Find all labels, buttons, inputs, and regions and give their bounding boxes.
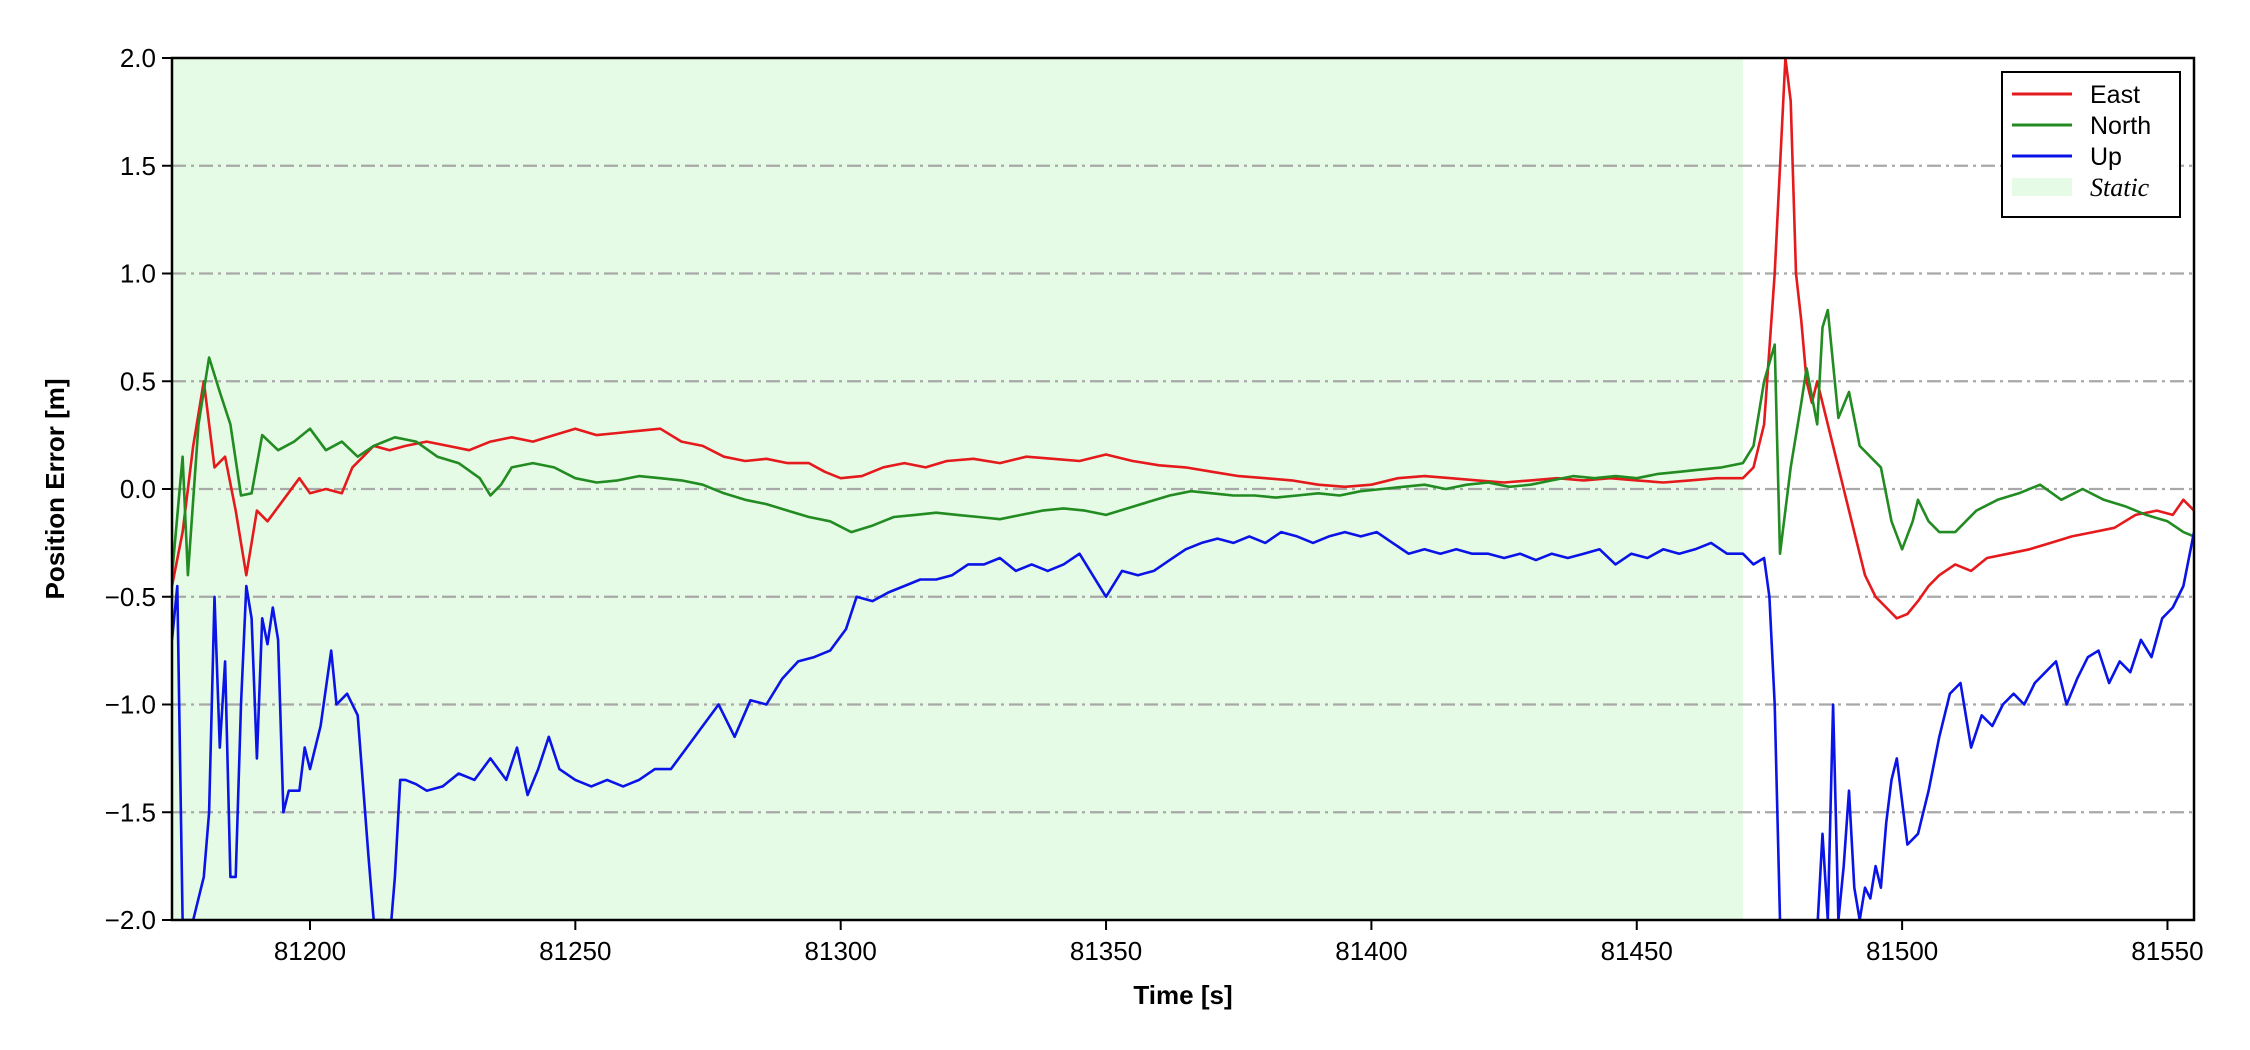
x-tick-label: 81350 bbox=[1070, 936, 1142, 966]
series-layer bbox=[172, 58, 2194, 920]
y-tick-label: 0.5 bbox=[120, 366, 156, 396]
y-tick-label: 1.0 bbox=[120, 259, 156, 289]
y-tick-label: 0.0 bbox=[120, 474, 156, 504]
x-axis-ticks: 81200 81250 81300 81350 81400 81450 81500 81550 bbox=[274, 920, 2204, 966]
x-tick-label: 81550 bbox=[2131, 936, 2203, 966]
series-line-north bbox=[172, 308, 2194, 577]
y-tick-label: 2.0 bbox=[120, 43, 156, 73]
y-tick-label: −1.5 bbox=[105, 797, 156, 827]
y-tick-label: −1.0 bbox=[105, 690, 156, 720]
x-tick-label: 81250 bbox=[539, 936, 611, 966]
legend-label-static: Static bbox=[2090, 173, 2150, 202]
x-axis-label: Time [s] bbox=[1133, 980, 1232, 1010]
legend-label-up: Up bbox=[2090, 143, 2122, 171]
series-line-east bbox=[172, 58, 2194, 620]
x-tick-label: 81500 bbox=[1866, 936, 1938, 966]
legend-label-north: North bbox=[2090, 112, 2151, 140]
series-line-up bbox=[172, 530, 2194, 920]
y-tick-label: 1.5 bbox=[120, 151, 156, 181]
x-tick-label: 81200 bbox=[274, 936, 346, 966]
grid-lines bbox=[172, 164, 2194, 814]
legend-label-east: East bbox=[2090, 81, 2140, 109]
x-tick-label: 81400 bbox=[1335, 936, 1407, 966]
y-tick-label: −0.5 bbox=[105, 582, 156, 612]
y-axis-ticks: −2.0 −1.5 −1.0 −0.5 0.0 0.5 1.0 1.5 2.0 bbox=[105, 43, 172, 935]
x-tick-label: 81450 bbox=[1601, 936, 1673, 966]
y-tick-label: −2.0 bbox=[105, 905, 156, 935]
legend-swatch-static bbox=[2012, 178, 2072, 196]
y-axis-label: Position Error [m] bbox=[40, 378, 70, 599]
x-tick-label: 81300 bbox=[805, 936, 877, 966]
